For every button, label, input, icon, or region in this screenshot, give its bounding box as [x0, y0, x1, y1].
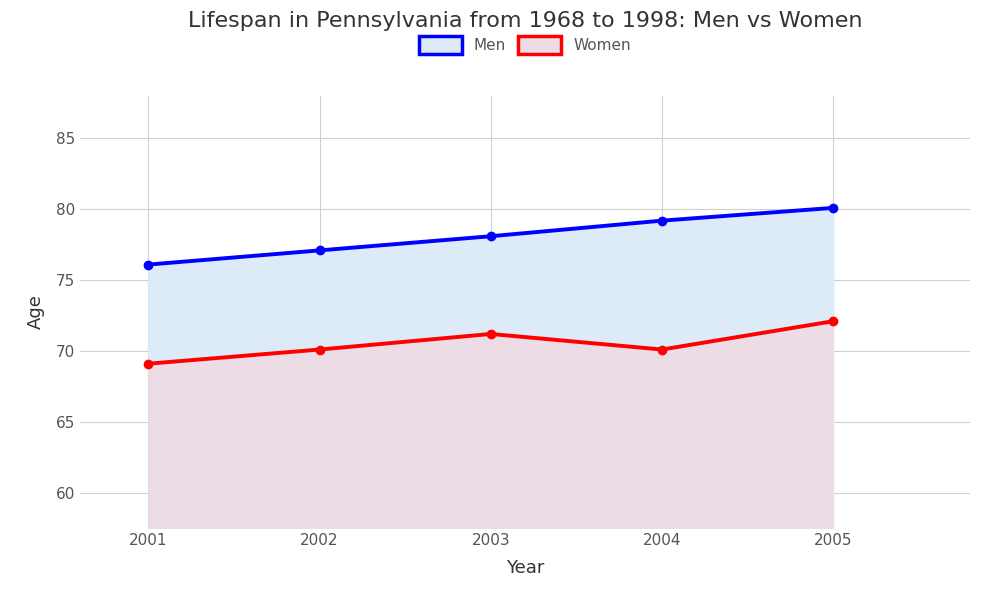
Y-axis label: Age: Age — [27, 295, 45, 329]
X-axis label: Year: Year — [506, 559, 544, 577]
Title: Lifespan in Pennsylvania from 1968 to 1998: Men vs Women: Lifespan in Pennsylvania from 1968 to 19… — [188, 11, 862, 31]
Legend: Men, Women: Men, Women — [413, 30, 637, 60]
